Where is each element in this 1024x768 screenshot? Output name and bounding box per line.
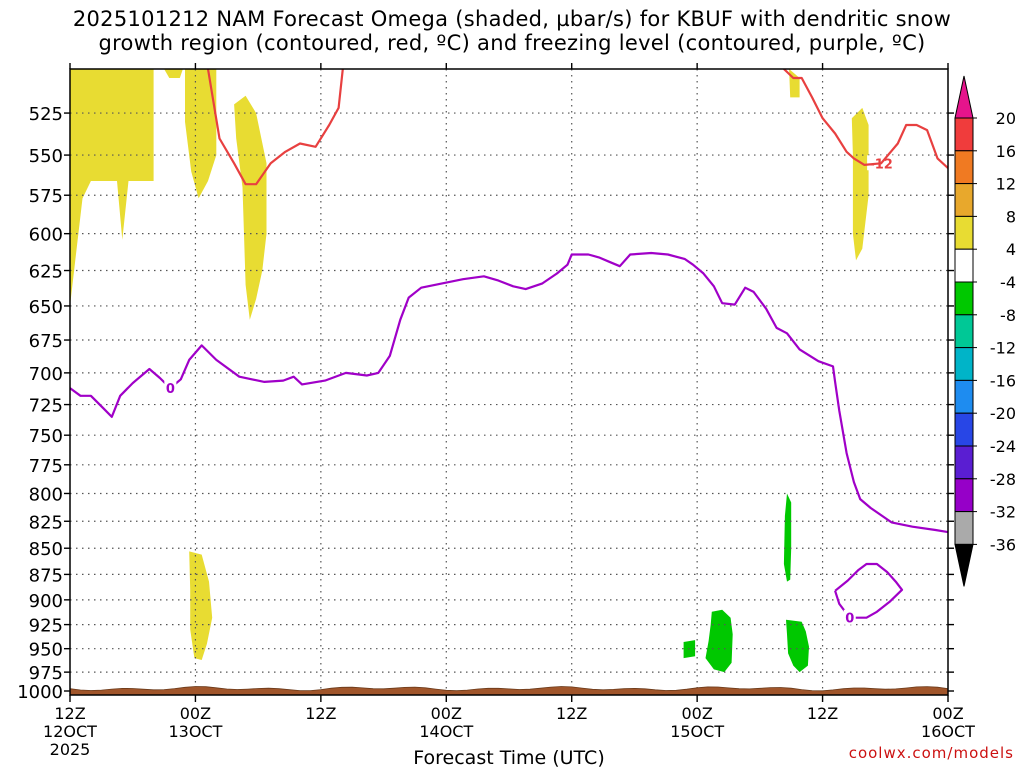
contour-label-bg: [164, 380, 177, 396]
y-tick-label: 650: [29, 297, 63, 318]
y-tick-label: 600: [29, 225, 63, 246]
upward-omega-4-to-8-region: [164, 69, 183, 78]
colorbar-level--32-to--28: [954, 478, 974, 513]
colorbar-label: -36: [990, 535, 1016, 554]
y-tick-label: 850: [29, 539, 63, 560]
x-tick-date: 15OCT: [670, 722, 724, 741]
colorbar-label: 20: [996, 109, 1016, 128]
freezing-level-0C-closed-contour: [834, 562, 904, 619]
x-tick-label: 12Z: [556, 704, 587, 723]
x-tick-label: 12Z: [305, 704, 336, 723]
upward-omega-4-to-8-region: [189, 551, 213, 660]
colorbar-label: 12: [996, 175, 1016, 194]
chart-title-line-2: growth region (contoured, red, ºC) and f…: [98, 31, 926, 55]
upward-omega-4-to-8-region: [70, 69, 154, 306]
x-tick-label: 12Z: [807, 704, 838, 723]
y-tick-label: 800: [29, 484, 63, 505]
colorbar-label: -8: [1000, 306, 1016, 325]
colorbar-label: -32: [990, 503, 1016, 522]
upward-omega-4-to-8-region: [185, 69, 217, 199]
colorbar-level--12-to--8: [954, 314, 974, 349]
y-tick-label: 775: [29, 456, 63, 477]
colorbar-level-12-to-16: [954, 150, 974, 185]
freezing-level-0C-contour: [70, 251, 948, 534]
site-credit[interactable]: coolwx.com/models: [848, 744, 1014, 762]
colorbar-label: 4: [1006, 240, 1016, 259]
colorbar-level--8-to--4: [954, 281, 974, 316]
y-tick-label: 950: [29, 640, 63, 661]
y-tick-label: 675: [29, 331, 63, 352]
x-tick-label: 00Z: [681, 704, 712, 723]
y-tick-label: 750: [29, 426, 63, 447]
y-tick-label: 725: [29, 396, 63, 417]
plot-frame: [69, 68, 949, 696]
dendritic-growth-minus12-label: -12: [869, 157, 893, 172]
y-tick-label: 875: [29, 565, 63, 586]
x-tick-date: 16OCT: [921, 722, 975, 741]
colorbar-level-4-to-8: [954, 215, 974, 250]
x-tick-year: 2025: [50, 740, 91, 759]
chart-title-line-1: 2025101212 NAM Forecast Omega (shaded, µ…: [72, 7, 952, 31]
x-tick-label: 00Z: [932, 704, 963, 723]
colorbar-label: -20: [990, 404, 1016, 423]
upward-omega-4-to-8-region: [851, 107, 869, 261]
x-tick-date: 14OCT: [419, 722, 473, 741]
y-tick-label: 825: [29, 512, 63, 533]
terrain-ground: [70, 686, 948, 695]
x-tick-date: 13OCT: [168, 722, 222, 741]
upward-omega-4-to-8-region: [234, 95, 267, 320]
downward-omega-m4-to-m8-region: [783, 493, 792, 582]
y-tick-label: 575: [29, 186, 63, 207]
colorbar-label: 8: [1006, 207, 1016, 226]
y-tick-label: 1000: [17, 682, 63, 703]
y-tick-label: 550: [29, 146, 63, 167]
colorbar-level--4-to-4: [954, 248, 974, 283]
downward-omega-m4-to-m8-region: [786, 619, 809, 673]
colorbar-level-16-to-20: [954, 117, 974, 152]
colorbar-label: 16: [996, 142, 1016, 161]
x-tick-date: 12OCT: [43, 722, 97, 741]
freezing-level-0C-label: 0: [166, 382, 175, 397]
colorbar-level-8-to-12: [954, 183, 974, 217]
x-tick-label: 12Z: [54, 704, 85, 723]
colorbar-level--36-to--32: [954, 511, 974, 545]
colorbar-label: -28: [990, 470, 1016, 489]
colorbar-label: -4: [1000, 273, 1016, 292]
colorbar-level--20-to--16: [954, 379, 974, 414]
colorbar-bottom-arrow: [954, 543, 974, 587]
downward-omega-m4-to-m8-region: [705, 609, 733, 673]
y-tick-label: 700: [29, 364, 63, 385]
colorbar-top-arrow: [954, 75, 974, 119]
freezing-level-0C-closed-label: 0: [845, 612, 854, 627]
y-tick-label: 525: [29, 104, 63, 125]
contour-label-bg: [843, 609, 856, 625]
y-tick-label: 975: [29, 663, 63, 684]
colorbar-level--28-to--24: [954, 445, 974, 480]
colorbar-label: -24: [990, 437, 1016, 456]
colorbar-level--16-to--12: [954, 347, 974, 381]
x-tick-label: 00Z: [180, 704, 211, 723]
colorbar-level--24-to--20: [954, 412, 974, 447]
y-tick-label: 925: [29, 616, 63, 637]
x-axis-title: Forecast Time (UTC): [413, 747, 604, 768]
y-tick-label: 900: [29, 591, 63, 612]
dendritic-growth-minus12-right-contour: [783, 69, 948, 169]
upward-omega-4-to-8-region: [789, 69, 800, 98]
x-tick-label: 00Z: [431, 704, 462, 723]
plot-area: -12 0 0: [70, 69, 948, 695]
colorbar-label: -12: [990, 339, 1016, 358]
colorbar-label: -16: [990, 371, 1016, 390]
y-tick-label: 625: [29, 262, 63, 283]
dendritic-growth-minus12-contour: [206, 69, 344, 186]
